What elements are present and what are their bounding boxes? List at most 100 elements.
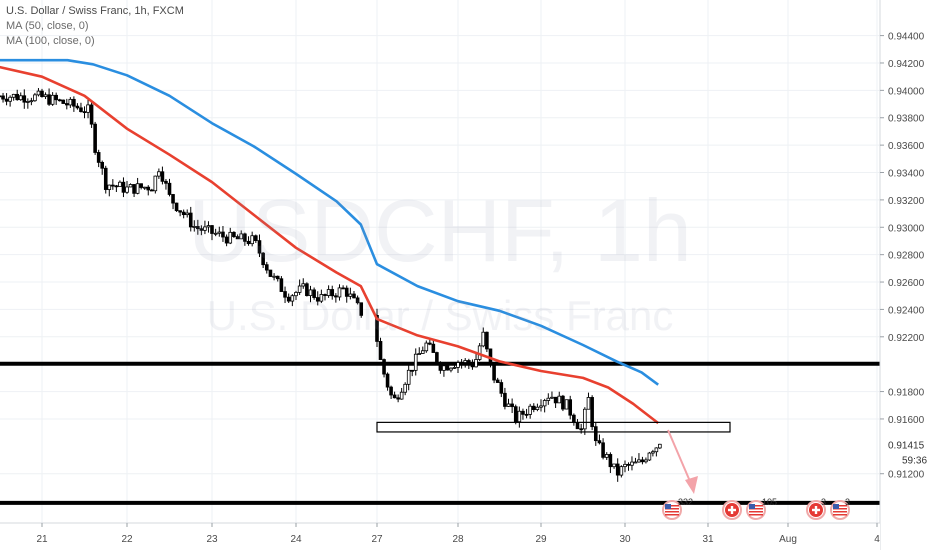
candle-body bbox=[232, 231, 236, 238]
candle-body bbox=[181, 211, 186, 216]
candle-body bbox=[651, 451, 655, 454]
us-flag-icon bbox=[830, 500, 850, 520]
candle-body bbox=[11, 93, 16, 98]
candle-body bbox=[239, 233, 244, 240]
bar-countdown-label: 59:36 bbox=[902, 455, 927, 466]
candle bbox=[396, 394, 400, 403]
candle bbox=[586, 392, 591, 410]
candle-body bbox=[43, 94, 48, 98]
candle bbox=[57, 98, 62, 102]
candle-body bbox=[382, 359, 386, 375]
candle bbox=[568, 395, 573, 420]
candle bbox=[315, 291, 320, 306]
candle bbox=[330, 285, 335, 300]
candle bbox=[181, 209, 186, 219]
candle-body bbox=[100, 161, 105, 169]
candle bbox=[637, 453, 641, 463]
candle-body bbox=[378, 341, 383, 360]
candle-body bbox=[224, 236, 229, 244]
candle bbox=[442, 362, 446, 377]
flag-stripe bbox=[833, 514, 847, 516]
time-axis-panel bbox=[0, 523, 880, 550]
time-tick-label: 27 bbox=[371, 534, 383, 545]
candle-body bbox=[1, 95, 5, 100]
candle-body bbox=[171, 194, 175, 204]
candle-body bbox=[160, 171, 165, 182]
candle bbox=[221, 226, 225, 242]
candle-body bbox=[149, 189, 154, 192]
candle bbox=[294, 290, 298, 301]
economic-events[interactable]: 332 105 3 3 bbox=[662, 497, 850, 520]
candle bbox=[235, 234, 240, 240]
candle bbox=[33, 92, 37, 102]
candle bbox=[275, 275, 280, 282]
candle-body bbox=[286, 296, 291, 302]
candle bbox=[612, 463, 616, 469]
candle bbox=[128, 183, 133, 188]
price-axis[interactable]: 0.94400 0.94200 0.94000 0.93800 0.93600 0.934… bbox=[879, 0, 932, 550]
candle-body bbox=[157, 171, 161, 177]
candle bbox=[103, 165, 108, 194]
candle bbox=[286, 293, 291, 303]
candle-body bbox=[68, 98, 73, 106]
candle-body bbox=[15, 93, 20, 101]
candle-body bbox=[301, 283, 306, 287]
candle-body bbox=[57, 99, 62, 102]
candle bbox=[510, 398, 514, 414]
drawing-annotations[interactable] bbox=[376, 421, 731, 494]
candle-body bbox=[459, 362, 464, 364]
candle-body bbox=[294, 292, 298, 297]
candle bbox=[640, 456, 645, 465]
candle bbox=[283, 286, 287, 304]
candle bbox=[597, 434, 602, 445]
horizontal-levels[interactable]: 0.920030.90987 bbox=[0, 355, 931, 511]
candle bbox=[323, 293, 327, 301]
candle-body bbox=[485, 331, 489, 350]
candle-body bbox=[442, 365, 446, 371]
symbol-title[interactable]: U.S. Dollar / Swiss Franc, 1h, FXCM bbox=[6, 5, 184, 17]
candle-body bbox=[8, 96, 12, 102]
price-tick-label: 0.91800 bbox=[888, 388, 925, 399]
candle-body bbox=[521, 410, 525, 415]
candle bbox=[564, 399, 569, 410]
ma100-legend-label[interactable]: MA (100, close, 0) bbox=[6, 35, 95, 47]
ma50-legend-label[interactable]: MA (50, close, 0) bbox=[6, 20, 89, 32]
moving-averages bbox=[0, 58, 659, 425]
candle-body bbox=[264, 264, 269, 271]
candle-body bbox=[26, 101, 30, 103]
candle bbox=[178, 210, 182, 217]
price-tick-label: 0.92400 bbox=[888, 305, 925, 316]
candle-body bbox=[125, 186, 129, 193]
candle bbox=[608, 452, 613, 473]
candle-body bbox=[406, 369, 411, 385]
time-axis[interactable]: 21 22 23 24 27 28 29 30 31 Aug 4 bbox=[0, 522, 880, 550]
candle-body bbox=[82, 111, 87, 114]
candle bbox=[100, 160, 105, 175]
candle bbox=[456, 360, 460, 374]
flag-stripe bbox=[749, 508, 763, 510]
candle bbox=[337, 284, 342, 301]
candle-body bbox=[312, 289, 316, 298]
candle-body bbox=[474, 359, 478, 368]
candle bbox=[188, 206, 193, 232]
candle bbox=[93, 121, 97, 155]
candle bbox=[243, 232, 247, 246]
candle bbox=[18, 92, 23, 101]
chart-legend: U.S. Dollar / Swiss Franc, 1h, FXCM MA (… bbox=[6, 4, 184, 49]
candle bbox=[438, 361, 443, 374]
flag-stripe bbox=[749, 514, 763, 516]
candle bbox=[4, 93, 9, 106]
candle bbox=[435, 351, 439, 366]
candle bbox=[633, 457, 638, 464]
candle bbox=[305, 282, 309, 297]
candle bbox=[528, 403, 532, 419]
candle bbox=[467, 358, 471, 370]
candle bbox=[619, 465, 624, 478]
candle-body bbox=[399, 391, 404, 400]
candle bbox=[531, 403, 536, 413]
candle bbox=[72, 96, 76, 112]
time-tick-label: 29 bbox=[535, 534, 547, 545]
candle-body bbox=[499, 382, 504, 394]
candle bbox=[43, 92, 48, 100]
